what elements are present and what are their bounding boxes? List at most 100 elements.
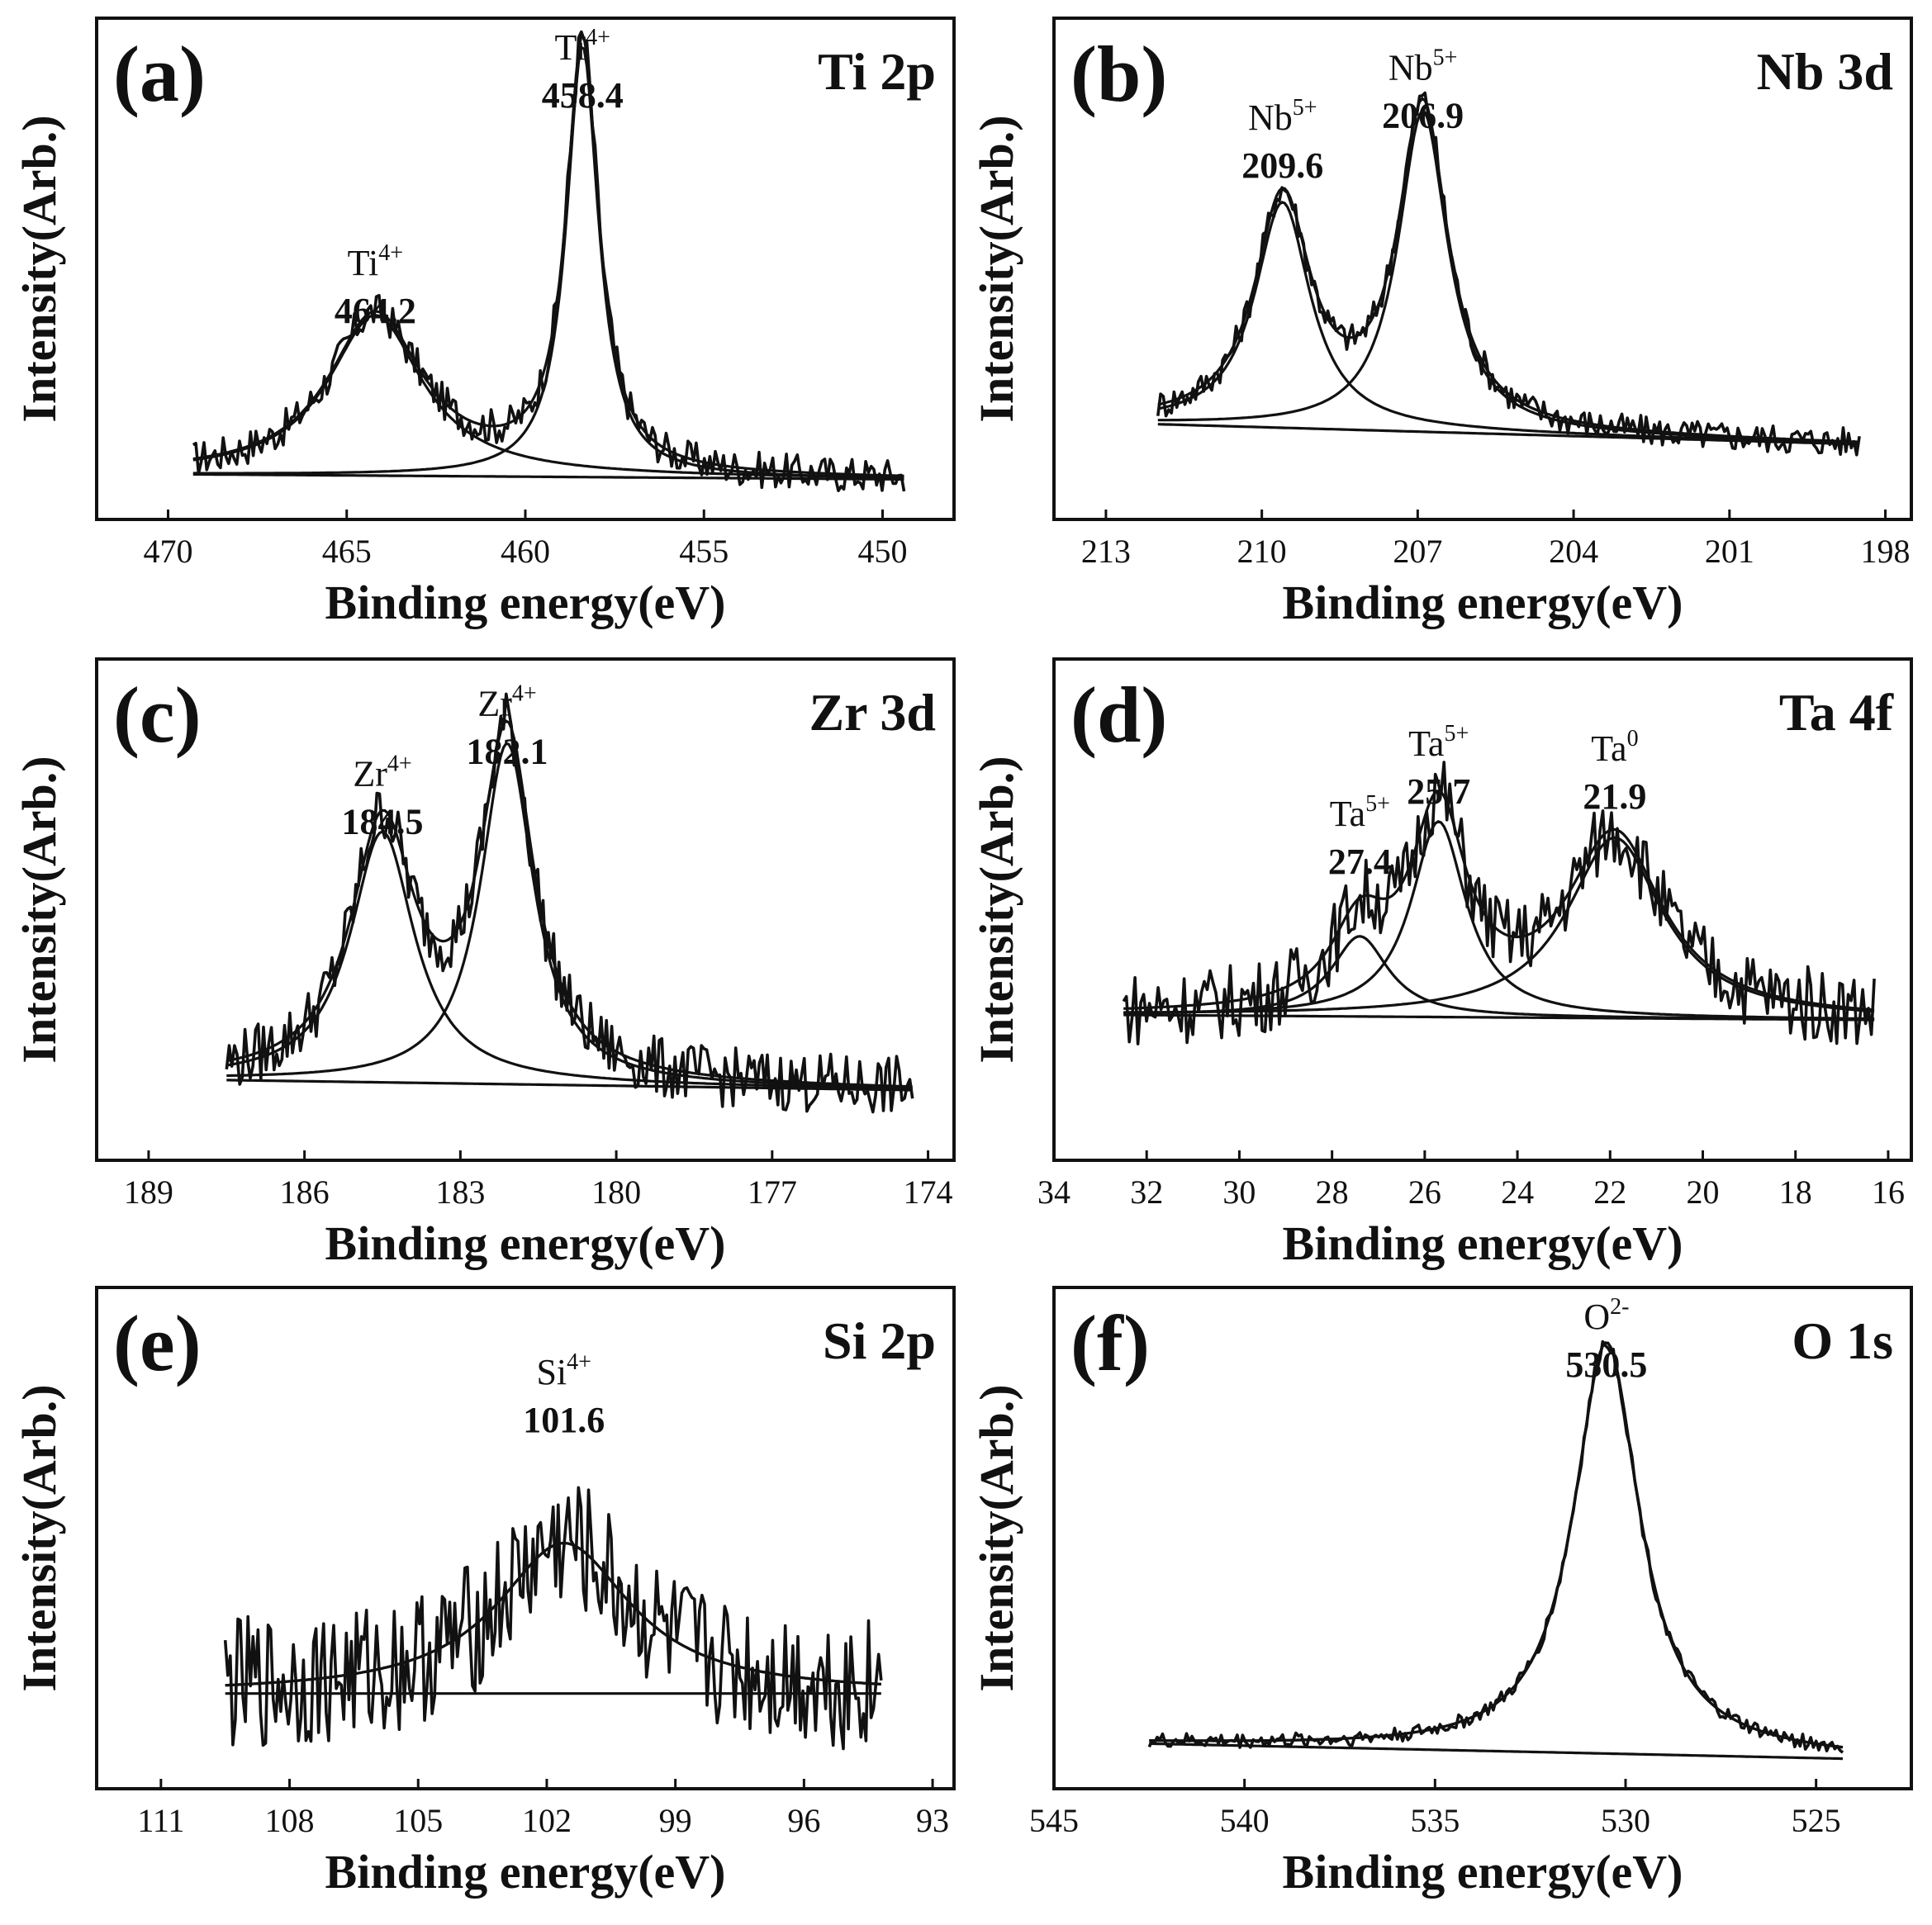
panel-letter: (d) bbox=[1070, 671, 1167, 759]
x-tick-label: 530 bbox=[1601, 1802, 1650, 1839]
x-tick-label: 470 bbox=[144, 533, 193, 570]
peak-ion-symbol: Zr bbox=[353, 753, 387, 794]
peak-ion: Ta5+ bbox=[1408, 721, 1469, 764]
peak-ion-symbol: Ta bbox=[1591, 728, 1626, 769]
x-tick-label: 177 bbox=[748, 1173, 797, 1211]
fit-envelope bbox=[1149, 1341, 1844, 1749]
panel-title: O 1s bbox=[1792, 1311, 1893, 1370]
peak-value: 25.7 bbox=[1407, 771, 1470, 812]
peak-ion-charge: 4+ bbox=[567, 1349, 591, 1375]
peak-ion-symbol: Nb bbox=[1248, 97, 1293, 138]
data-trace bbox=[1147, 1339, 1844, 1754]
peak-ion-charge: 4+ bbox=[378, 240, 403, 266]
peak-label: Ta5+ 25.7 bbox=[1407, 721, 1470, 812]
x-tick-label: 460 bbox=[501, 533, 550, 570]
panel-title: Nb 3d bbox=[1757, 42, 1893, 101]
x-tick-label: 540 bbox=[1220, 1802, 1270, 1839]
y-axis-label: Intensity(Arb.) bbox=[970, 1384, 1023, 1691]
peak-label: O2- 530.5 bbox=[1565, 1294, 1647, 1385]
data-trace bbox=[1156, 91, 1861, 457]
plot-frame bbox=[1052, 657, 1913, 1162]
peak-value: 101.6 bbox=[523, 1400, 605, 1440]
y-axis-label: Intensity(Arb.) bbox=[12, 115, 66, 422]
x-tick-label: 22 bbox=[1593, 1173, 1626, 1211]
baseline-line bbox=[1149, 1742, 1844, 1761]
x-tick-label: 210 bbox=[1237, 533, 1287, 570]
plot-frame bbox=[1052, 1286, 1913, 1790]
plot-frame bbox=[95, 1286, 956, 1790]
x-tick-label: 186 bbox=[280, 1173, 330, 1211]
panel-letter: (a) bbox=[113, 30, 206, 118]
x-axis-label: Binding energy(eV) bbox=[325, 576, 726, 629]
x-tick-label: 201 bbox=[1705, 533, 1754, 570]
x-tick-label: 545 bbox=[1029, 1802, 1079, 1839]
peak-ion-charge: 4+ bbox=[512, 680, 537, 706]
peak-ion-symbol: Si bbox=[536, 1352, 567, 1392]
x-tick-label: 93 bbox=[916, 1802, 949, 1839]
x-axis-label: Binding energy(eV) bbox=[1283, 1845, 1683, 1899]
peak-label: Nb5+ 206.9 bbox=[1382, 45, 1464, 135]
x-tick-label: 198 bbox=[1861, 533, 1911, 570]
x-tick-label: 18 bbox=[1779, 1173, 1812, 1211]
panel-title: Ti 2p bbox=[818, 42, 936, 101]
peak-ion: Si4+ bbox=[536, 1349, 591, 1392]
x-tick-label: 213 bbox=[1081, 533, 1131, 570]
peak-value: 182.1 bbox=[466, 731, 548, 771]
peak-ion: Ta0 bbox=[1591, 726, 1638, 769]
panel-e: (e) Si 2p Binding energy(eV) Intensity(Arb.… bbox=[12, 1286, 956, 1899]
data-trace bbox=[225, 692, 914, 1114]
x-tick-label: 180 bbox=[591, 1173, 641, 1211]
fit-component-2 bbox=[1123, 820, 1875, 1021]
x-tick-label: 535 bbox=[1410, 1802, 1460, 1839]
x-tick-label: 99 bbox=[659, 1802, 692, 1839]
peak-ion-charge: 5+ bbox=[1433, 45, 1458, 70]
panel-letter: (c) bbox=[113, 671, 202, 759]
data-trace bbox=[223, 1486, 883, 1751]
panel-d: (d) Ta 4f Binding energy(eV) Intensity(Arb.… bbox=[970, 657, 1913, 1270]
x-tick-label: 30 bbox=[1222, 1173, 1256, 1211]
peak-ion-charge: 4+ bbox=[387, 751, 412, 776]
peak-ion: Zr4+ bbox=[477, 680, 536, 723]
x-tick-label: 450 bbox=[858, 533, 908, 570]
plot-frame bbox=[95, 657, 956, 1162]
fit-component-2 bbox=[226, 742, 913, 1089]
fit-component-1 bbox=[226, 830, 913, 1090]
x-tick-label: 455 bbox=[679, 533, 729, 570]
panel-title: Zr 3d bbox=[809, 683, 936, 742]
x-tick-label: 189 bbox=[124, 1173, 173, 1211]
peak-label: Ta5+ 27.4 bbox=[1328, 791, 1392, 882]
x-tick-label: 108 bbox=[265, 1802, 315, 1839]
plot-frame bbox=[1052, 17, 1913, 521]
peak-label: Ti4+ 458.4 bbox=[542, 25, 624, 116]
peak-ion-charge: 5+ bbox=[1293, 95, 1317, 121]
peak-ion: Ti4+ bbox=[348, 240, 403, 283]
x-tick-label: 207 bbox=[1393, 533, 1442, 570]
x-tick-label: 34 bbox=[1037, 1173, 1070, 1211]
peak-ion: Nb5+ bbox=[1388, 45, 1458, 88]
peak-ion: Zr4+ bbox=[353, 751, 411, 794]
peak-ion: O2- bbox=[1583, 1294, 1629, 1337]
panel-title: Ta 4f bbox=[1779, 683, 1894, 742]
peak-value: 27.4 bbox=[1328, 842, 1392, 882]
panel-a: (a) Ti 2p Binding energy(eV) Intensity(Arb.… bbox=[12, 17, 956, 629]
x-axis-label: Binding energy(eV) bbox=[325, 1845, 726, 1899]
x-tick-label: 525 bbox=[1792, 1802, 1841, 1839]
x-axis-label: Binding energy(eV) bbox=[1283, 1216, 1683, 1270]
peak-ion-charge: 0 bbox=[1627, 726, 1639, 752]
peak-ion-symbol: O bbox=[1583, 1297, 1610, 1337]
fit-envelope bbox=[225, 719, 913, 1088]
peak-value: 458.4 bbox=[542, 75, 624, 116]
peak-ion: Ti4+ bbox=[555, 25, 610, 68]
x-tick-label: 102 bbox=[522, 1802, 572, 1839]
x-tick-label: 111 bbox=[137, 1802, 184, 1839]
peak-label: Nb5+ 209.6 bbox=[1241, 95, 1323, 186]
peak-value: 530.5 bbox=[1565, 1344, 1647, 1385]
fit-component-3 bbox=[1123, 836, 1875, 1014]
peak-label: Si4+ 101.6 bbox=[523, 1349, 605, 1440]
peak-label: Zr4+ 184.5 bbox=[342, 751, 424, 842]
panel-c: (c) Zr 3d Binding energy(eV) Intensity(Arb.… bbox=[12, 657, 956, 1270]
y-axis-label: Intensity(Arb.) bbox=[970, 756, 1023, 1063]
panel-letter: (b) bbox=[1070, 30, 1167, 118]
peak-ion-charge: 4+ bbox=[586, 25, 610, 50]
